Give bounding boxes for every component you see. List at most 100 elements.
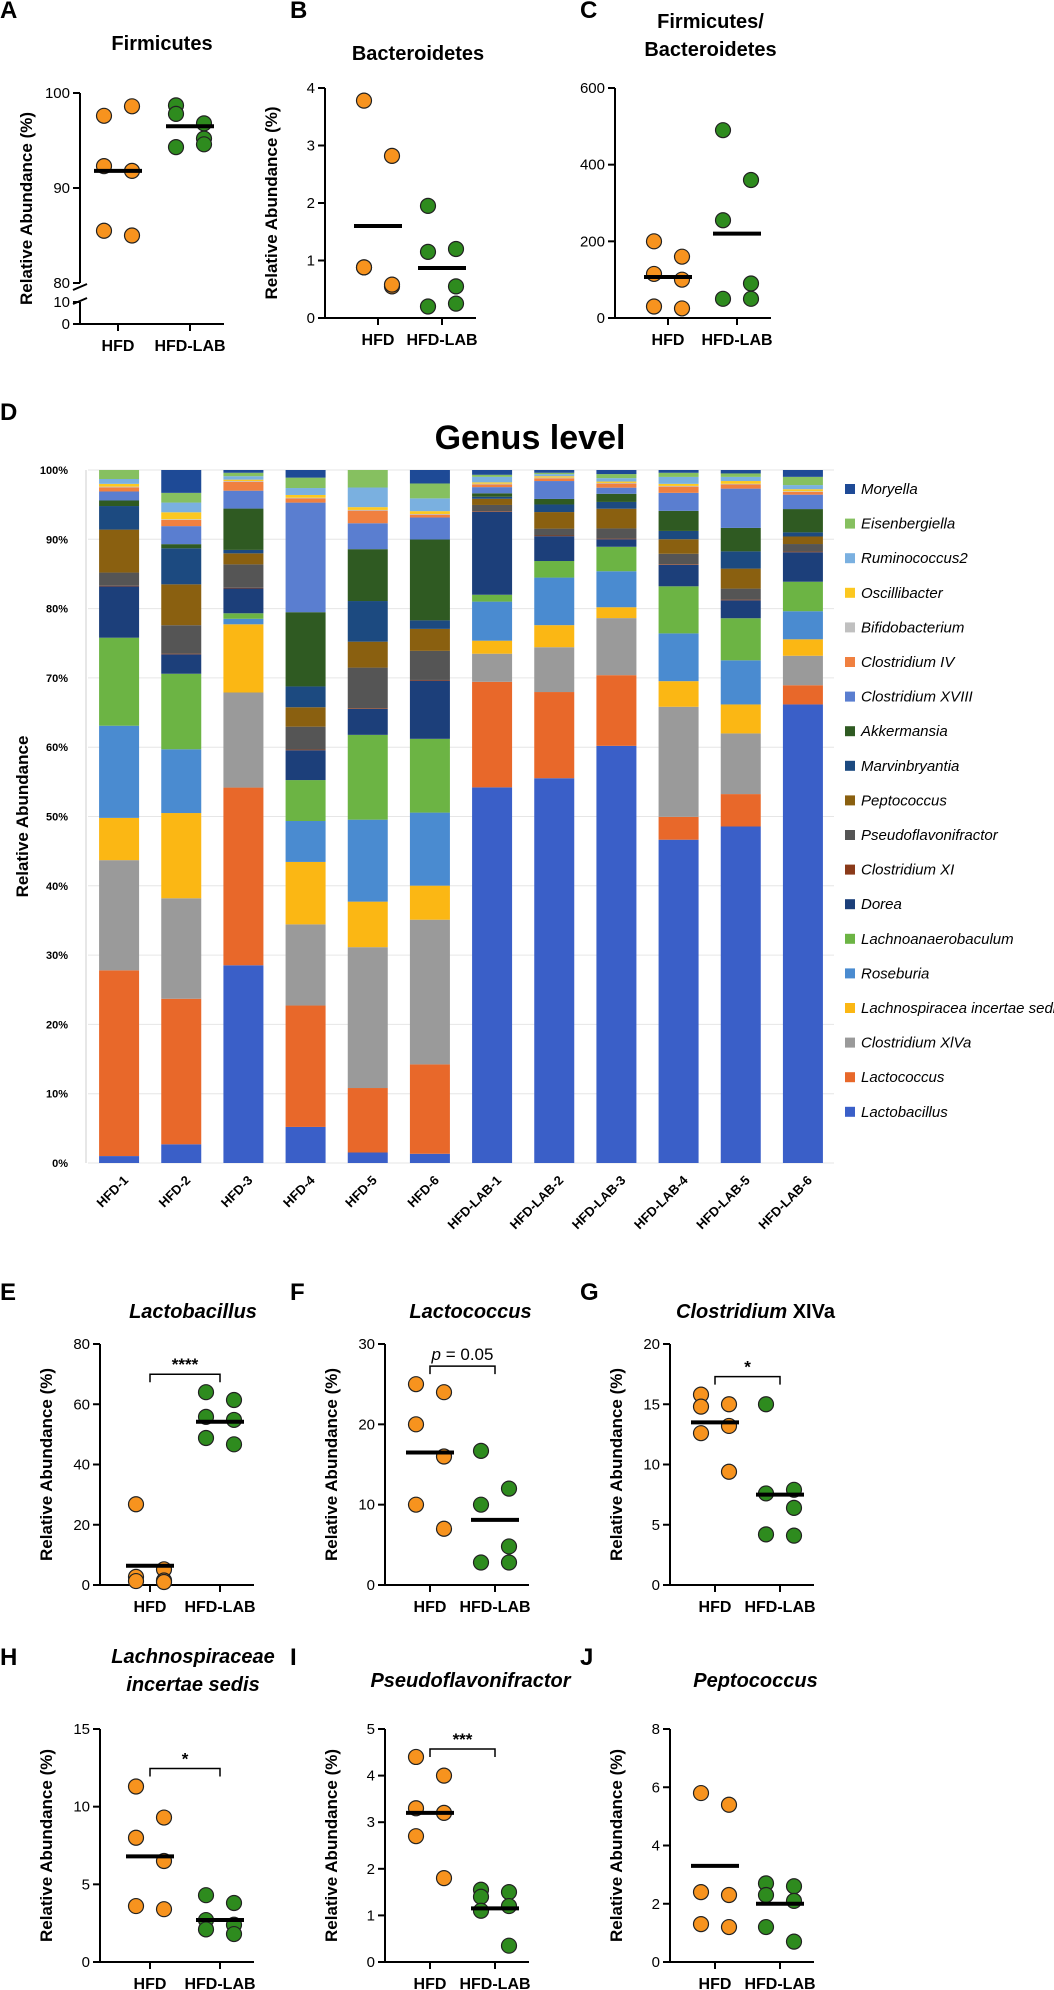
legend-swatch xyxy=(845,1072,855,1083)
bar-segment-moryella xyxy=(782,470,823,477)
panel-B: B Bacteroidetes 0 1 2 3 4 HFD HFD-LAB Relative Ab… xyxy=(262,0,484,349)
bar-segment-clostridium-xi xyxy=(472,511,513,512)
p-value: = 0.05 xyxy=(441,1345,493,1364)
bar-segment-akkermansia xyxy=(285,612,326,687)
y-tick-label: 90% xyxy=(46,534,68,546)
y-tick-label: 0 xyxy=(307,310,315,327)
legend-label: Peptococcus xyxy=(861,792,947,809)
y-tick-label: 4 xyxy=(652,1838,660,1855)
significance-bracket xyxy=(149,1767,221,1777)
bar-segment-lactobacillus xyxy=(472,787,513,1163)
data-point-hfd xyxy=(127,1572,145,1590)
x-category-label: HFD-2 xyxy=(156,1173,194,1211)
y-tick-label: 40% xyxy=(46,881,68,893)
data-point-hfd xyxy=(673,300,691,317)
bar-segment-moryella xyxy=(223,470,264,473)
bar-segment-eisenbergiella xyxy=(409,483,450,499)
y-tick-label: 40 xyxy=(73,1457,90,1474)
significance-stars: **** xyxy=(172,1355,199,1374)
bar-segment-akkermansia xyxy=(596,493,637,502)
bar-segment-dorea xyxy=(472,511,513,595)
data-point-hfd xyxy=(127,1897,145,1915)
y-tick-label: 5 xyxy=(652,1517,660,1534)
data-point-hfd-lab xyxy=(225,1436,243,1453)
bar-segment-lachnoanaerobaculum xyxy=(285,780,326,822)
bar-segment-clostridium-iv xyxy=(782,491,823,495)
bar-segment-peptococcus xyxy=(658,539,699,554)
legend-label: Moryella xyxy=(861,481,918,498)
bar-segment-ruminococcus2 xyxy=(99,479,140,484)
axis-break-mark xyxy=(72,283,88,291)
x-category-label: HFD-LAB-6 xyxy=(755,1173,815,1233)
y-tick-label: 90 xyxy=(53,180,70,197)
x-category-label: HFD-3 xyxy=(218,1173,256,1211)
data-point-hfd-lab xyxy=(714,122,732,139)
bar-segment-marvinbryantia xyxy=(782,532,823,537)
bar-segment-lactobacillus xyxy=(596,745,637,1163)
y-tick-label: 80 xyxy=(53,275,70,292)
x-category-label: HFD-LAB xyxy=(744,1599,815,1616)
legend-swatch xyxy=(845,518,855,529)
bar-segment-dorea xyxy=(534,536,575,562)
bar-segment-marvinbryantia xyxy=(534,504,575,513)
data-point-hfd-lab xyxy=(742,275,760,292)
bar-segment-clostridium-xlva xyxy=(658,706,699,817)
panel-title-E: Lactobacillus xyxy=(129,1301,257,1323)
data-point-hfd-lab xyxy=(500,1937,518,1954)
bar-segment-clostridium-iv xyxy=(347,510,388,524)
bar-segment-pseudoflavonifractor xyxy=(347,667,388,709)
y-tick-label: 0 xyxy=(597,310,605,327)
legend-swatch xyxy=(845,726,855,737)
data-point-hfd xyxy=(645,233,663,250)
x-category-label: HFD-LAB xyxy=(459,1599,530,1616)
bar-segment-oscillibacter xyxy=(720,481,761,484)
bar-segment-lactococcus xyxy=(534,692,575,779)
bar-segment-clostridium-iv xyxy=(161,519,202,527)
data-point-hfd-lab xyxy=(742,290,760,307)
data-point-hfd xyxy=(127,1496,145,1513)
bar-segment-akkermansia xyxy=(161,544,202,549)
bar-segment-peptococcus xyxy=(409,628,450,651)
y-tick-label: 100 xyxy=(45,85,70,102)
bar-segment-lactobacillus xyxy=(720,826,761,1163)
bar-segment-clostridium-xi xyxy=(347,708,388,709)
bar-segment-bifidobacterium xyxy=(658,485,699,487)
bar-segment-pseudoflavonifractor xyxy=(720,588,761,600)
data-point-hfd-lab xyxy=(472,1554,490,1571)
significance-bracket xyxy=(429,1748,496,1757)
bar-segment-lachnoanaerobaculum xyxy=(534,561,575,578)
y-tick-label: 5 xyxy=(82,1876,90,1893)
legend-swatch xyxy=(845,830,855,840)
data-point-hfd-lab xyxy=(472,1888,490,1905)
x-category-label: HFD-LAB xyxy=(154,338,225,355)
bar-segment-clostridium-xviii xyxy=(99,491,140,501)
p-value-label: p = 0.05 xyxy=(431,1345,494,1364)
bar-segment-eisenbergiella xyxy=(596,474,637,479)
y-tick-label: 80 xyxy=(73,1336,90,1353)
legend-label: Bifidobacterium xyxy=(861,619,964,636)
y-tick-label: 0 xyxy=(367,1954,375,1971)
bar-segment-oscillibacter xyxy=(161,512,202,520)
bar-segment-lactococcus xyxy=(223,787,264,966)
bar-segment-marvinbryantia xyxy=(409,620,450,629)
x-category-label: HFD-4 xyxy=(280,1172,318,1210)
bar-segment-lactobacillus xyxy=(161,1144,202,1163)
x-category-label: HFD-LAB-2 xyxy=(507,1173,567,1233)
y-tick-label: 1 xyxy=(367,1907,375,1924)
bar-segment-marvinbryantia xyxy=(99,506,140,530)
bar-segment-peptococcus xyxy=(223,553,264,565)
legend-label: Pseudoflavonifractor xyxy=(861,827,999,844)
bar-segment-roseburia xyxy=(782,611,823,640)
y-tick-label: 0% xyxy=(52,1158,68,1170)
x-category-label: HFD-LAB xyxy=(406,332,477,349)
bar-segment-marvinbryantia xyxy=(285,686,326,708)
y-tick-label: 100% xyxy=(40,465,68,477)
bar-segment-clostridium-xi xyxy=(409,679,450,681)
data-point-hfd xyxy=(155,1809,173,1826)
bar-segment-moryella xyxy=(161,470,202,493)
bar-segment-clostridium-xviii xyxy=(223,490,264,509)
bar-segment-marvinbryantia xyxy=(223,549,264,554)
bar-segment-eisenbergiella xyxy=(285,477,326,489)
bar-segment-pseudoflavonifractor xyxy=(658,553,699,565)
legend-label: Clostridium XlVa xyxy=(861,1035,971,1052)
